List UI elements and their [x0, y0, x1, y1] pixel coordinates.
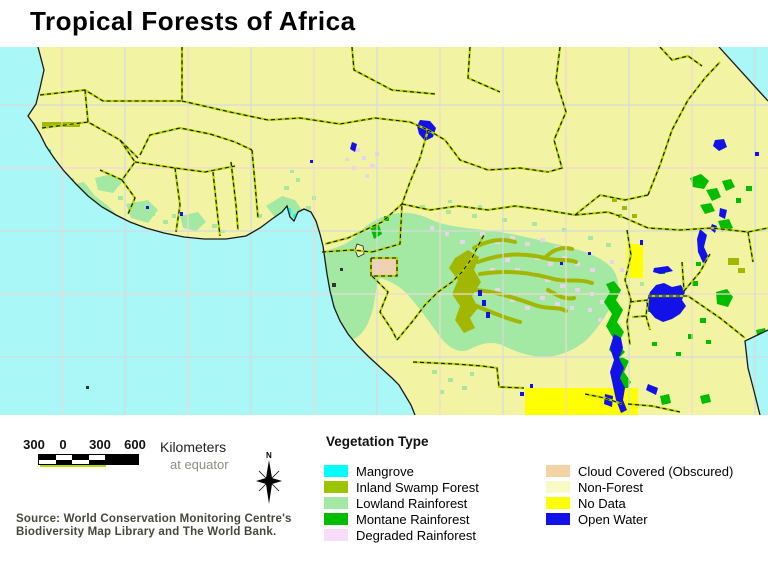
scale-unit-label: Kilometers [160, 439, 227, 455]
graticule-lines [0, 47, 768, 415]
lake-kyoga [653, 266, 673, 274]
legend-swatch-non-forest [546, 481, 570, 493]
legend-item-cloud-covered: Cloud Covered (Obscured) [546, 463, 763, 479]
scale-bar-underline [40, 465, 106, 467]
africa-forest-map [0, 47, 768, 415]
legend-swatch-degraded-rainforest [324, 529, 348, 541]
legend-column-right: Cloud Covered (Obscured) Non-Forest No D… [546, 463, 763, 543]
atlantic-ocean [0, 47, 415, 415]
legend-swatch-montane-rainforest [324, 513, 348, 525]
scale-label-1: 0 [59, 437, 67, 452]
scale-label-2: 300 [89, 437, 111, 452]
legend-swatch-no-data [546, 497, 570, 509]
legend-label-montane-rainforest: Montane Rainforest [356, 511, 470, 527]
compass-rose-icon: N [256, 451, 282, 504]
legend-item-montane-rainforest: Montane Rainforest [324, 511, 508, 527]
lake-victoria [646, 283, 686, 322]
legend-swatch-inland-swamp-forest [324, 481, 348, 493]
legend-item-mangrove: Mangrove [324, 463, 508, 479]
legend-column-left: Mangrove Inland Swamp Forest Lowland Rai… [324, 463, 508, 543]
source-line-2: Biodiversity Map Library and The World B… [16, 526, 277, 538]
legend-label-open-water: Open Water [578, 511, 648, 527]
legend-label-mangrove: Mangrove [356, 463, 414, 479]
source-line-1: Source: World Conservation Monitoring Ce… [16, 513, 292, 525]
legend-item-non-forest: Non-Forest [546, 479, 763, 495]
source-credit: Source: World Conservation Monitoring Ce… [16, 513, 292, 539]
compass-north-label: N [266, 451, 272, 460]
legend-label-lowland-rainforest: Lowland Rainforest [356, 495, 468, 511]
legend-swatch-lowland-rainforest [324, 497, 348, 509]
cloud-covered-area [372, 259, 397, 276]
scale-bar-graphic [38, 454, 139, 465]
scale-note-label: at equator [170, 457, 229, 472]
lake-tana [713, 139, 727, 151]
page-title: Tropical Forests of Africa [30, 6, 356, 36]
legend-item-no-data: No Data [546, 495, 763, 511]
legend-item-inland-swamp-forest: Inland Swamp Forest [324, 479, 508, 495]
legend-title: Vegetation Type [326, 434, 429, 449]
legend-label-no-data: No Data [578, 495, 626, 511]
legend-swatch-open-water [546, 513, 570, 525]
legend-item-open-water: Open Water [546, 511, 763, 527]
indian-ocean [745, 330, 768, 415]
lakes [146, 120, 759, 413]
lake-rukwa [646, 384, 658, 395]
lake-turkana [697, 229, 709, 263]
inland-swamp-forest [42, 122, 745, 333]
legend-item-lowland-rainforest: Lowland Rainforest [324, 495, 508, 511]
legend-label-inland-swamp-forest: Inland Swamp Forest [356, 479, 479, 495]
scale-label-3: 600 [124, 437, 146, 452]
legend-item-degraded-rainforest: Degraded Rainforest [324, 527, 508, 543]
legend: Vegetation Type Mangrove Inland Swamp Fo… [324, 434, 763, 543]
lake-tanganyika [610, 334, 627, 413]
coastlines [27, 47, 768, 415]
legend-swatch-mangrove [324, 465, 348, 477]
scale-label-0: 300 [23, 437, 45, 452]
lake-mweru [604, 394, 613, 407]
legend-label-degraded-rainforest: Degraded Rainforest [356, 527, 476, 543]
legend-label-cloud-covered: Cloud Covered (Obscured) [578, 463, 734, 479]
legend-label-non-forest: Non-Forest [578, 479, 644, 495]
legend-swatch-cloud-covered [546, 465, 570, 477]
